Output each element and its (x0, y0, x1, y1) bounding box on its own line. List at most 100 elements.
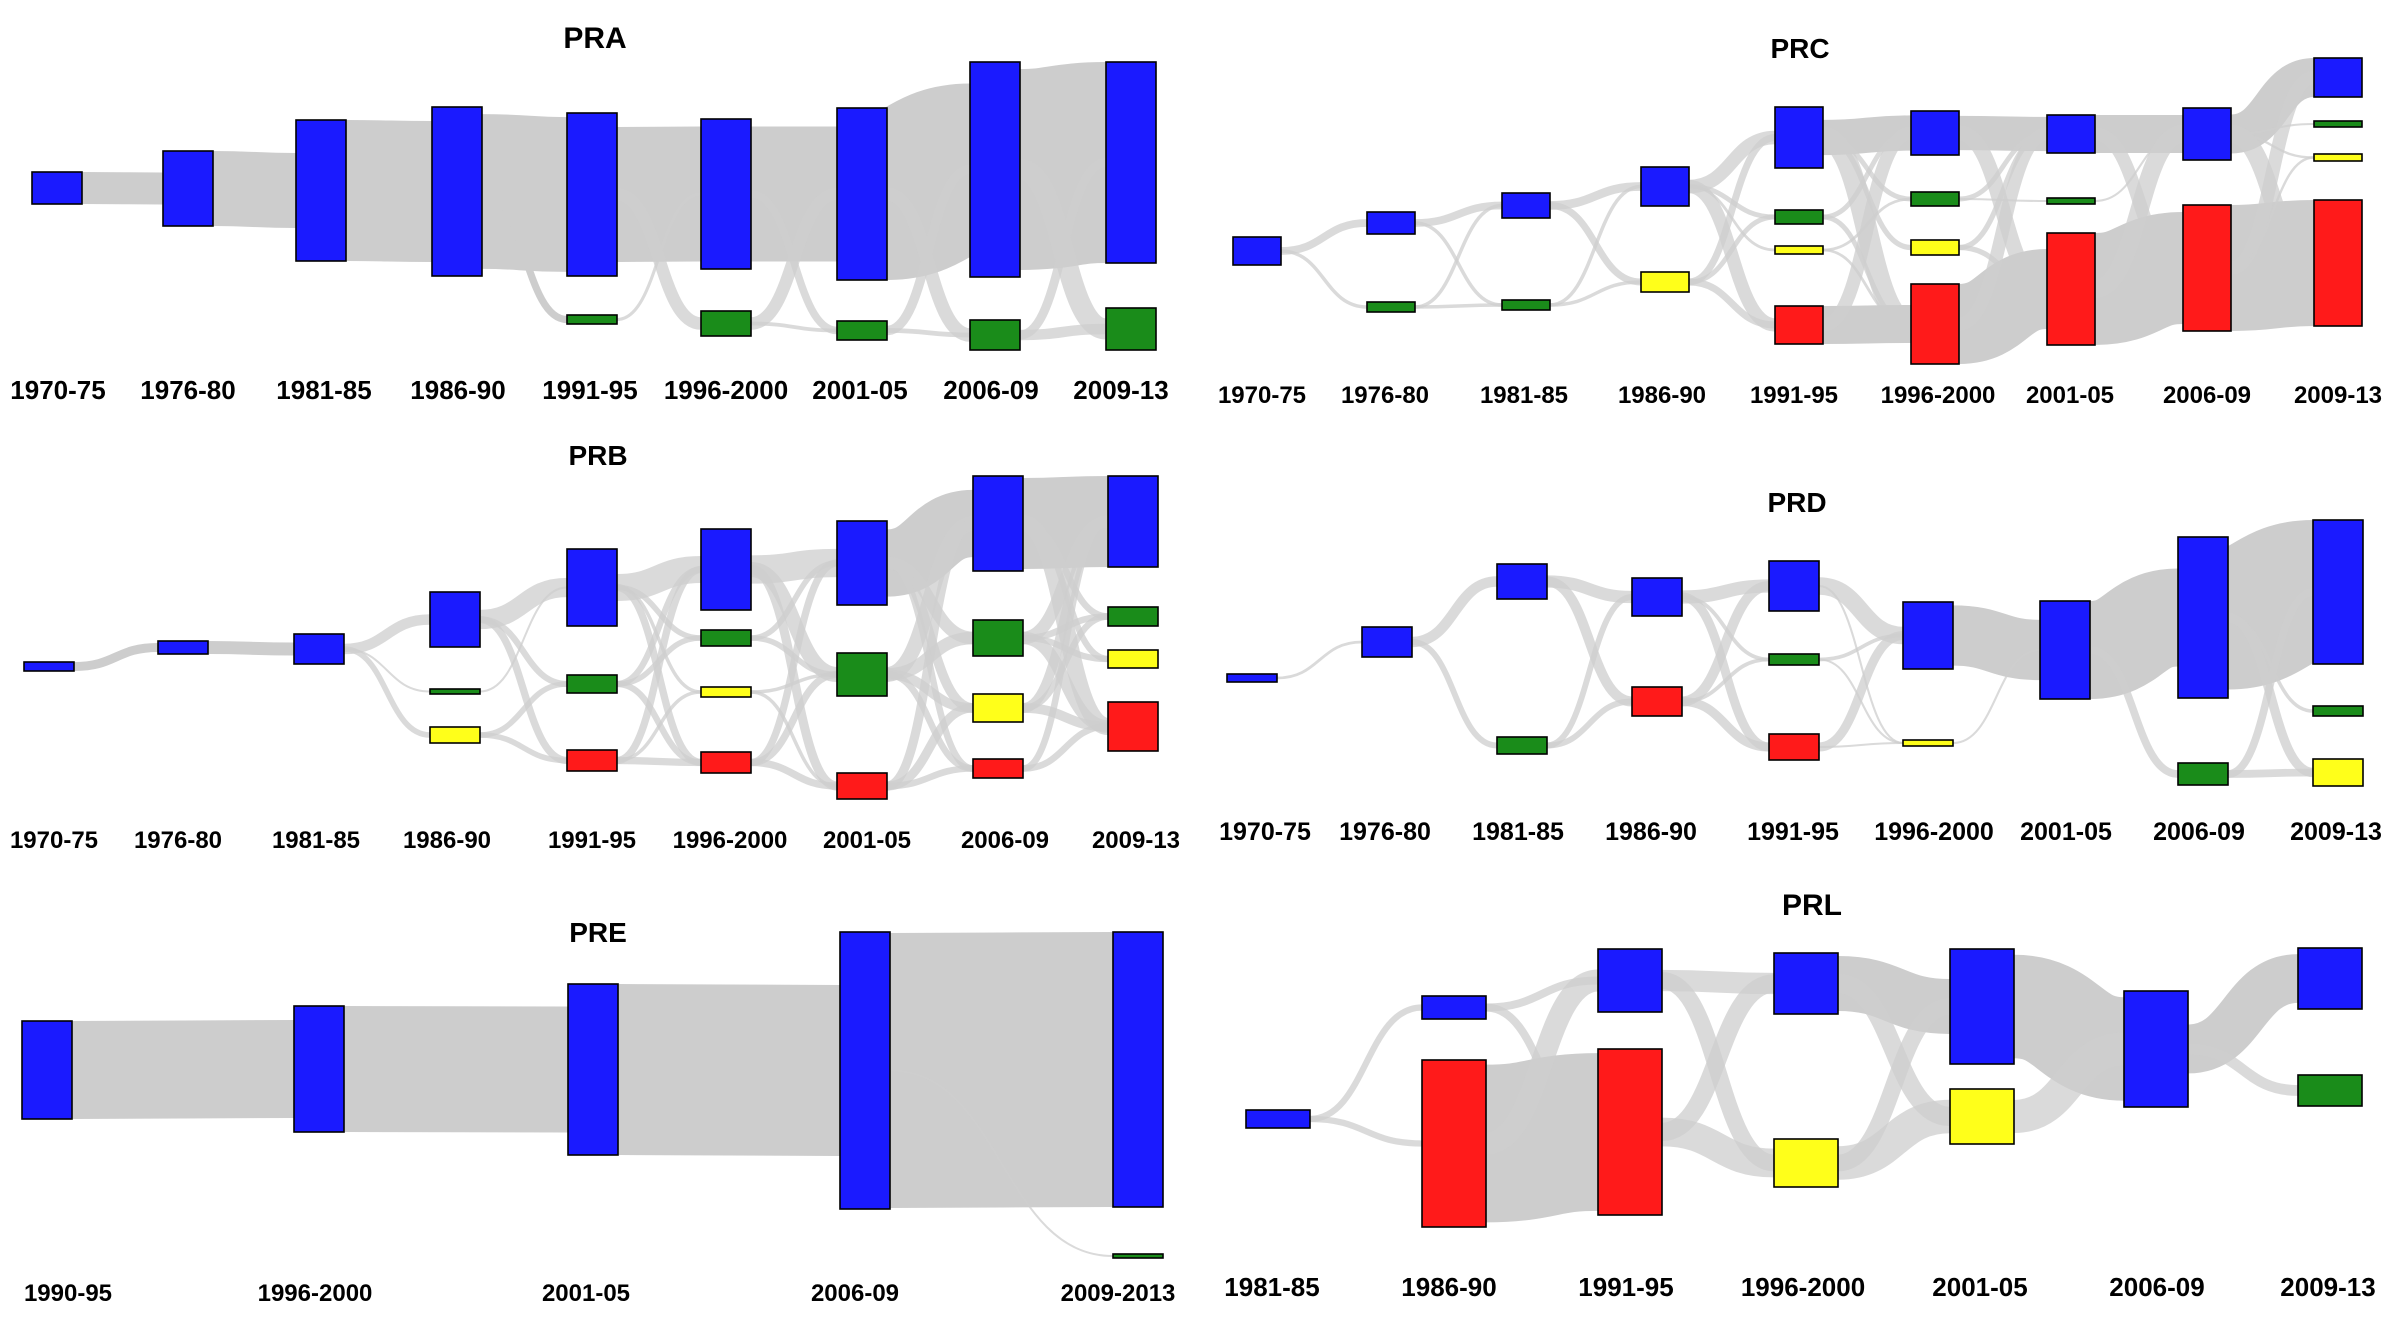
prc-flow-c2g-c3b (1549, 184, 1642, 307)
pra-node-a1b (162, 150, 214, 227)
prl-flows (1309, 954, 2301, 1223)
pre-period-label: 2009-2013 (1061, 1280, 1176, 1307)
pra-nodes (31, 61, 1157, 351)
prd-node-d0b (1226, 673, 1278, 683)
prd-flow-d6b-d7b (2086, 568, 2182, 699)
prb-period-label: 2006-09 (961, 827, 1049, 854)
pre-period-labels: 1990-95 1996-2000 2001-05 2006-09 2009-2… (24, 1280, 1175, 1307)
pre-node-e4b (1112, 931, 1164, 1208)
prb-node-b1b (157, 640, 209, 655)
pra-period-label: 1991-95 (542, 375, 637, 405)
pre-node-e0b (21, 1020, 73, 1120)
prd-period-label: 2006-09 (2153, 818, 2245, 846)
prc-title: PRC (1770, 33, 1829, 64)
prl-flow-l4y-l5b (2012, 1032, 2126, 1133)
prb-flow-b2b-b3b (343, 614, 431, 655)
prd-flow-d2b-d3r (1546, 576, 1633, 707)
pra-period-label: 2006-09 (943, 375, 1038, 405)
prd-flow-d3r-d4g (1681, 657, 1770, 704)
prl-node-l4y (1949, 1088, 2015, 1145)
prc-flow-c1g-c2g (1414, 303, 1503, 309)
prb-period-label: 1996-2000 (673, 827, 788, 854)
prb-node-b2b (293, 633, 345, 665)
pra-period-labels: 1970-75 1976-80 1981-85 1986-90 1991-95 … (10, 375, 1168, 405)
prc-flow-c1b-c2g (1414, 221, 1503, 307)
prb-flow-b6r-b7b (885, 518, 975, 791)
prc-node-c5r (1910, 283, 1960, 365)
prd-node-d1b (1361, 626, 1413, 658)
prc-flow-c1b-c2b (1414, 201, 1503, 227)
prl-flow-l3y-l4b (1836, 998, 1952, 1172)
prc-period-label: 1986-90 (1618, 382, 1706, 409)
prc-period-label: 2006-09 (2163, 382, 2251, 409)
prc-flow-c2g-c3y (1549, 280, 1642, 307)
prb-flow-b0b-b1b (73, 643, 159, 671)
prc-flow-c5g-c6g (1958, 197, 2048, 203)
prl-node-l0b (1245, 1109, 1311, 1129)
prb-period-label: 2009-13 (1092, 827, 1180, 854)
prb-node-b8b (1107, 475, 1159, 568)
pra-period-label: 1986-90 (410, 375, 505, 405)
prc-node-c7r (2182, 204, 2232, 332)
prd-flow-d4b-d5y (1818, 584, 1904, 745)
prc-flow-c5r-c6b (1957, 127, 2049, 331)
pra-node-a7b (969, 61, 1021, 278)
pre-node-e1b (293, 1005, 345, 1133)
prl-node-l6g (2297, 1074, 2363, 1107)
pra-period-label: 2001-05 (812, 375, 907, 405)
pra-flow-a4g-a5b (616, 192, 702, 322)
prc-node-c7b (2182, 107, 2232, 161)
prb-period-labels: 1970-75 1976-80 1981-85 1986-90 1991-95 … (10, 827, 1180, 854)
pra-flow-a7g-a8g (1019, 323, 1107, 341)
prc-node-c6b (2046, 114, 2096, 154)
prd-node-d2g (1496, 736, 1548, 755)
prd-period-label: 1976-80 (1339, 818, 1431, 846)
prc-node-c8b (2313, 57, 2363, 98)
prl-nodes (1245, 947, 2363, 1228)
prl-node-l6b (2297, 947, 2363, 1010)
pra-title: PRA (563, 22, 626, 55)
prd-node-d4g (1768, 653, 1820, 666)
prd-flow-d5b-d6b (1952, 605, 2041, 681)
prc-node-c8y (2313, 153, 2363, 162)
prc-node-c8r (2313, 199, 2363, 327)
pra-node-a3b (431, 106, 483, 277)
panel-pre: PRE 1990-95 1996-2000 2001-05 2006-09 20… (21, 917, 1175, 1307)
prb-flow-b4r-b5b (616, 565, 702, 765)
prc-flow-c6r-c7b (2093, 124, 2185, 299)
panel-prb: PRB 1970-75 1976-80 1981-85 1986-90 1991… (10, 440, 1180, 854)
pra-node-a6g (836, 320, 888, 341)
prb-node-b4g (566, 674, 618, 694)
pra-period-label: 1976-80 (140, 375, 235, 405)
prc-flow-c3y-c4r (1688, 278, 1776, 329)
prc-flow-c7r-c8b (2229, 70, 2316, 275)
prd-period-labels: 1970-75 1976-80 1981-85 1986-90 1991-95 … (1219, 818, 2382, 846)
prd-node-d8b (2312, 519, 2364, 665)
prc-node-c5b (1910, 110, 1960, 156)
prc-flow-c3y-c4b (1688, 134, 1776, 286)
prl-node-l3y (1773, 1138, 1839, 1188)
prl-flow-l5b-l6b (2185, 954, 2301, 1074)
prl-period-labels: 1981-85 1986-90 1991-95 1996-2000 2001-0… (1224, 1272, 2375, 1302)
prb-node-b0b (23, 661, 75, 672)
pra-node-a5g (700, 310, 752, 337)
prb-flows (73, 476, 1111, 791)
prc-nodes (1232, 57, 2363, 365)
prc-period-label: 1976-80 (1341, 382, 1429, 409)
prd-period-label: 2001-05 (2020, 818, 2112, 846)
prc-node-c0b (1232, 236, 1282, 266)
pra-period-label: 1981-85 (276, 375, 371, 405)
pre-period-label: 2001-05 (542, 1280, 630, 1307)
prc-node-c6g (2046, 197, 2096, 205)
prd-node-d5y (1902, 739, 1954, 747)
prb-flow-b7r-b8r (1022, 723, 1109, 772)
prb-node-b6b (836, 520, 888, 606)
prl-node-l5b (2123, 990, 2189, 1108)
pra-flow-a3b-a4g (481, 187, 568, 324)
pre-flow-e1b-e2b (343, 1006, 569, 1133)
prc-flow-c1g-c2b (1414, 203, 1503, 309)
prd-flow-d2g-d3b (1546, 594, 1633, 749)
prc-node-c8g (2313, 120, 2363, 128)
prb-node-b8r (1107, 701, 1159, 752)
